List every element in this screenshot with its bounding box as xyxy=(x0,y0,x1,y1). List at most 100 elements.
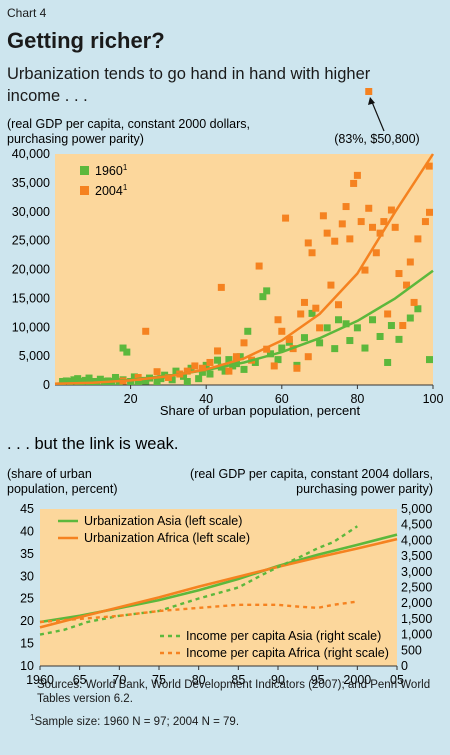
chart2-right-tick-label: 1,000 xyxy=(401,628,432,642)
scatter-point-2004 xyxy=(346,235,354,243)
scatter-point-1960 xyxy=(202,361,210,369)
scatter-point-1960 xyxy=(300,334,308,342)
scatter-point-2004 xyxy=(350,179,358,187)
sample-size-footnote: 1Sample size: 1960 N = 97; 2004 N = 79. xyxy=(30,713,239,728)
chart1-ytick-label: 35,000 xyxy=(12,176,50,190)
chart1-ytick-label: 5,000 xyxy=(19,349,50,363)
scatter-point-2004 xyxy=(308,249,316,257)
scatter-point-1960 xyxy=(214,356,222,364)
series-line xyxy=(39,537,398,629)
scatter-point-2004 xyxy=(217,283,225,291)
chart2-xtick-label: 85 xyxy=(231,673,245,687)
scatter-point-2004 xyxy=(304,239,312,247)
chart2-left-tick-label: 25 xyxy=(20,592,34,606)
scatter-point-2004 xyxy=(240,339,248,347)
scatter-point-2004 xyxy=(134,373,142,381)
scatter-point-1960 xyxy=(153,378,161,385)
scatter-point-1960 xyxy=(168,376,176,384)
scatter-point-1960 xyxy=(316,339,324,347)
chart2-subtitle: . . . but the link is weak. xyxy=(7,435,179,453)
chart1-ytick-label: 15,000 xyxy=(12,291,50,305)
scatter-point-1960 xyxy=(130,373,138,381)
chart2-xtick-label: 2000 xyxy=(343,673,371,687)
scatter-point-2004 xyxy=(153,368,161,376)
legend-label-1960: 19601 xyxy=(95,163,128,178)
scatter-point-2004 xyxy=(323,229,331,237)
scatter-point-1960 xyxy=(66,378,74,385)
scatter-point-2004 xyxy=(376,229,384,237)
scatter-point-1960 xyxy=(187,364,195,372)
chart2-right-tick-label: 3,500 xyxy=(401,549,432,563)
chart1-xlabel: Share of urban population, percent xyxy=(160,403,361,418)
scatter-point-2004 xyxy=(426,208,433,216)
scatter-point-1960 xyxy=(240,365,248,373)
scatter-point-1960 xyxy=(142,377,150,385)
scatter-point-1960 xyxy=(59,378,67,385)
scatter-point-1960 xyxy=(369,316,377,324)
chart2-left-ylabel-line2: population, percent) xyxy=(7,482,118,496)
scatter-point-2004 xyxy=(425,162,433,170)
series-line xyxy=(39,525,358,636)
scatter-point-1960 xyxy=(308,309,316,317)
scatter-point-1960 xyxy=(157,375,165,383)
sources-note: Sources: World Bank, World Development I… xyxy=(37,679,431,705)
chart2-xtick-label: 95 xyxy=(311,673,325,687)
scatter-point-2004 xyxy=(410,298,418,306)
outlier-point xyxy=(365,88,373,95)
outlier-arrowhead xyxy=(368,97,375,105)
scatter-point-1960 xyxy=(172,367,180,375)
scatter-point-1960 xyxy=(414,305,422,313)
scatter-point-2004 xyxy=(331,237,339,245)
scatter-point-2004 xyxy=(293,364,301,372)
scatter-point-2004 xyxy=(335,301,342,309)
scatter-point-1960 xyxy=(70,376,78,384)
scatter-point-2004 xyxy=(342,203,350,211)
chart1-ylabel-line2: purchasing power parity) xyxy=(7,132,144,146)
chart2-right-tick-label: 1,500 xyxy=(401,612,432,626)
scatter-point-1960 xyxy=(251,358,259,366)
scatter-point-1960 xyxy=(244,327,252,335)
scatter-point-2004 xyxy=(399,322,407,330)
legend-footnote-mark: 1 xyxy=(123,183,128,192)
scatter-point-2004 xyxy=(255,262,263,270)
scatter-point-1960 xyxy=(81,376,89,384)
scatter-point-1960 xyxy=(331,345,339,353)
chart1-xtick-label: 20 xyxy=(124,392,138,406)
scatter-point-1960 xyxy=(62,377,70,385)
scatter-point-2004 xyxy=(198,364,206,372)
scatter-point-1960 xyxy=(274,356,282,364)
chart2-xtick-label: 1960 xyxy=(26,673,54,687)
chart2-left-ylabel-line1: (share of urban xyxy=(7,467,92,481)
chart2-left-tick-label: 30 xyxy=(20,569,34,583)
scatter-point-2004 xyxy=(361,266,369,274)
scatter-point-2004 xyxy=(300,298,308,306)
scatter-point-1960 xyxy=(387,322,395,330)
scatter-point-2004 xyxy=(369,223,377,231)
chart2-right-ylabel-line1: (real GDP per capita, constant 2004 doll… xyxy=(190,467,433,481)
scatter-point-1960 xyxy=(195,375,203,383)
scatter-point-1960 xyxy=(361,344,369,352)
chart2-left-tick-label: 35 xyxy=(20,547,34,561)
scatter-point-2004 xyxy=(263,345,271,353)
chart2-left-tick-label: 40 xyxy=(20,524,34,538)
scatter-point-2004 xyxy=(282,214,290,222)
chart2-xtick-label: 70 xyxy=(112,673,126,687)
chart2-left-tick-label: 20 xyxy=(20,614,34,628)
scatter-point-2004 xyxy=(297,310,305,318)
scatter-point-1960 xyxy=(134,378,142,385)
scatter-point-2004 xyxy=(142,327,150,335)
scatter-point-2004 xyxy=(183,367,191,375)
scatter-point-2004 xyxy=(304,353,312,361)
scatter-point-1960 xyxy=(85,374,93,382)
chart2-right-tick-label: 2,000 xyxy=(401,596,432,610)
scatter-point-2004 xyxy=(232,353,240,361)
scatter-point-2004 xyxy=(316,324,324,332)
scatter-point-1960 xyxy=(335,316,342,324)
trend-line-2004 xyxy=(54,153,435,386)
scatter-point-2004 xyxy=(353,171,361,179)
scatter-point-1960 xyxy=(96,375,104,383)
scatter-point-1960 xyxy=(266,350,274,358)
chart1-ylabel-line1: (real GDP per capita, constant 2000 doll… xyxy=(7,117,250,131)
chart1-ytick-label: 0 xyxy=(43,378,50,392)
scatter-point-2004 xyxy=(403,281,411,289)
